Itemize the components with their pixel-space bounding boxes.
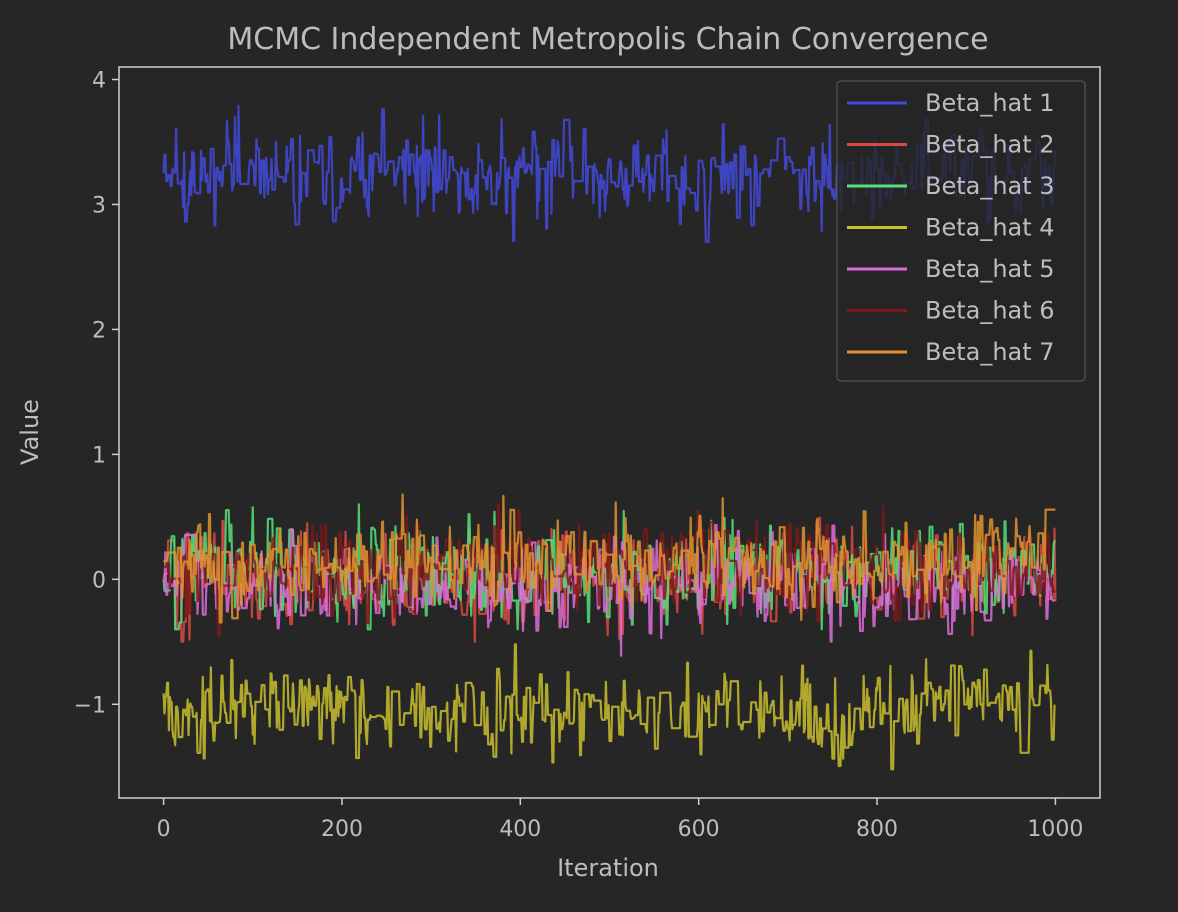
series-line-beta-hat-4 — [162, 643, 1056, 771]
x-tick-label: 200 — [321, 817, 363, 842]
x-tick-label: 0 — [157, 817, 171, 842]
axis-ticks: 0 200 400 600 800 1000 −1 0 1 2 3 4 — [74, 68, 1084, 842]
chart-title: MCMC Independent Metropolis Chain Conver… — [227, 22, 988, 57]
y-tick-label: 0 — [92, 568, 106, 593]
y-tick-label: 1 — [92, 443, 106, 468]
legend-box — [836, 80, 1086, 382]
y-tick-label: 3 — [92, 193, 106, 218]
x-tick-label: 400 — [499, 817, 541, 842]
axes-frame — [118, 66, 1101, 799]
legend-label: Beta_hat 2 — [925, 131, 1055, 159]
y-tick-label: −1 — [74, 693, 106, 718]
y-tick-label: 2 — [92, 318, 106, 343]
legend-label: Beta_hat 4 — [925, 214, 1055, 242]
legend-label: Beta_hat 5 — [925, 255, 1055, 283]
x-tick-label: 600 — [678, 817, 720, 842]
x-axis-label: Iteration — [557, 854, 659, 882]
y-axis-label: Value — [16, 399, 44, 465]
legend-label: Beta_hat 7 — [925, 338, 1055, 366]
plot-area — [162, 104, 1057, 771]
x-tick-label: 800 — [856, 817, 898, 842]
legend-label: Beta_hat 3 — [925, 172, 1055, 200]
legend-label: Beta_hat 6 — [925, 297, 1055, 325]
series-line-beta-hat-7 — [162, 493, 1056, 624]
y-tick-label: 4 — [92, 68, 106, 93]
legend: Beta_hat 1 Beta_hat 2 Beta_hat 3 Beta_hat 4… — [836, 80, 1086, 382]
x-tick-label: 1000 — [1027, 817, 1083, 842]
legend-label: Beta_hat 1 — [925, 89, 1055, 117]
